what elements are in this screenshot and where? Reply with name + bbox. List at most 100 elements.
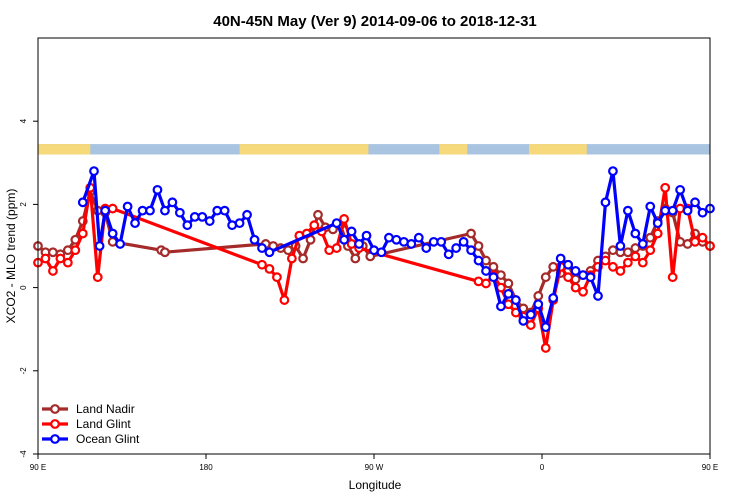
data-point — [645, 232, 656, 243]
data-point — [466, 228, 476, 239]
data-point — [615, 241, 626, 251]
data-point — [130, 218, 140, 229]
data-point — [600, 255, 611, 266]
data-point — [690, 197, 700, 208]
data-point — [473, 241, 484, 251]
data-point — [540, 343, 551, 353]
data-point — [283, 245, 294, 256]
data-point — [652, 218, 663, 229]
data-point — [257, 243, 267, 253]
data-point — [257, 259, 267, 270]
data-point — [637, 239, 648, 249]
data-point — [152, 184, 163, 195]
data-point — [107, 228, 118, 239]
data-point — [645, 245, 656, 256]
data-point — [406, 239, 417, 249]
data-point — [264, 263, 275, 274]
data-point — [298, 253, 308, 264]
y-tick-label: 2 — [19, 202, 28, 207]
data-point — [481, 266, 491, 276]
data-point — [160, 205, 170, 216]
y-tick-label: 4 — [19, 118, 28, 123]
data-point — [697, 232, 708, 243]
data-point — [608, 261, 618, 272]
data-point — [518, 315, 529, 326]
data-point — [652, 228, 663, 239]
data-point — [92, 272, 103, 283]
data-point — [436, 236, 447, 247]
x-tick-label: 90 W — [365, 463, 384, 472]
data-point — [682, 205, 693, 216]
data-point — [62, 257, 73, 268]
data-point — [413, 232, 424, 243]
data-point — [242, 209, 252, 220]
legend-label: Land Nadir — [76, 402, 135, 416]
data-point — [622, 247, 633, 258]
data-point — [197, 211, 208, 222]
data-point — [249, 234, 260, 245]
data-point — [279, 295, 290, 305]
data-point — [350, 253, 361, 264]
data-point — [675, 184, 686, 195]
land-band-segment — [239, 144, 369, 155]
data-point — [361, 230, 372, 241]
data-point — [346, 226, 357, 237]
data-point — [533, 291, 544, 301]
data-point — [167, 197, 178, 208]
data-point — [637, 257, 648, 268]
series-layer — [33, 166, 715, 353]
data-point — [160, 247, 170, 258]
ocean-band — [38, 144, 710, 155]
data-point — [309, 220, 320, 231]
data-point — [174, 207, 185, 218]
data-point — [40, 253, 51, 264]
land-mask-band — [38, 144, 710, 155]
data-point — [313, 209, 323, 220]
x-tick-label: 180 — [199, 463, 213, 472]
data-point — [354, 239, 364, 249]
chart-title: 40N-45N May (Ver 9) 2014-09-06 to 2018-1… — [213, 13, 537, 30]
data-point — [466, 245, 476, 256]
data-point — [690, 236, 700, 247]
data-point — [115, 239, 126, 249]
land-band-segment — [528, 144, 587, 155]
data-point — [89, 166, 99, 177]
data-point — [100, 205, 111, 216]
data-point — [55, 253, 66, 264]
data-point — [458, 236, 469, 247]
data-point — [331, 243, 342, 253]
data-point — [264, 247, 275, 258]
data-point — [182, 220, 193, 231]
data-point — [563, 272, 574, 283]
data-point — [667, 205, 678, 216]
y-tick-label: -4 — [19, 450, 28, 458]
data-point — [600, 197, 611, 208]
data-point — [443, 249, 454, 260]
data-point — [593, 291, 603, 301]
data-point — [630, 251, 641, 262]
legend-swatch-point — [50, 434, 60, 444]
legend-label: Ocean Glint — [76, 432, 140, 446]
data-point — [548, 293, 559, 303]
data-point — [697, 207, 708, 218]
data-point — [533, 299, 544, 310]
data-point — [77, 228, 88, 239]
data-point — [488, 261, 499, 272]
data-point — [510, 295, 521, 305]
data-point — [77, 197, 88, 208]
legend-label: Land Glint — [76, 417, 131, 431]
data-point — [94, 241, 105, 251]
data-point — [660, 182, 671, 193]
x-tick-label: 90 E — [702, 463, 718, 472]
data-point — [339, 234, 350, 245]
data-point — [421, 243, 432, 253]
x-tick-label: 90 E — [30, 463, 46, 472]
x-tick-label: 0 — [540, 463, 545, 472]
data-point — [540, 272, 551, 283]
data-point — [525, 320, 536, 330]
data-point — [645, 201, 656, 212]
legend-swatch-point — [50, 404, 60, 414]
